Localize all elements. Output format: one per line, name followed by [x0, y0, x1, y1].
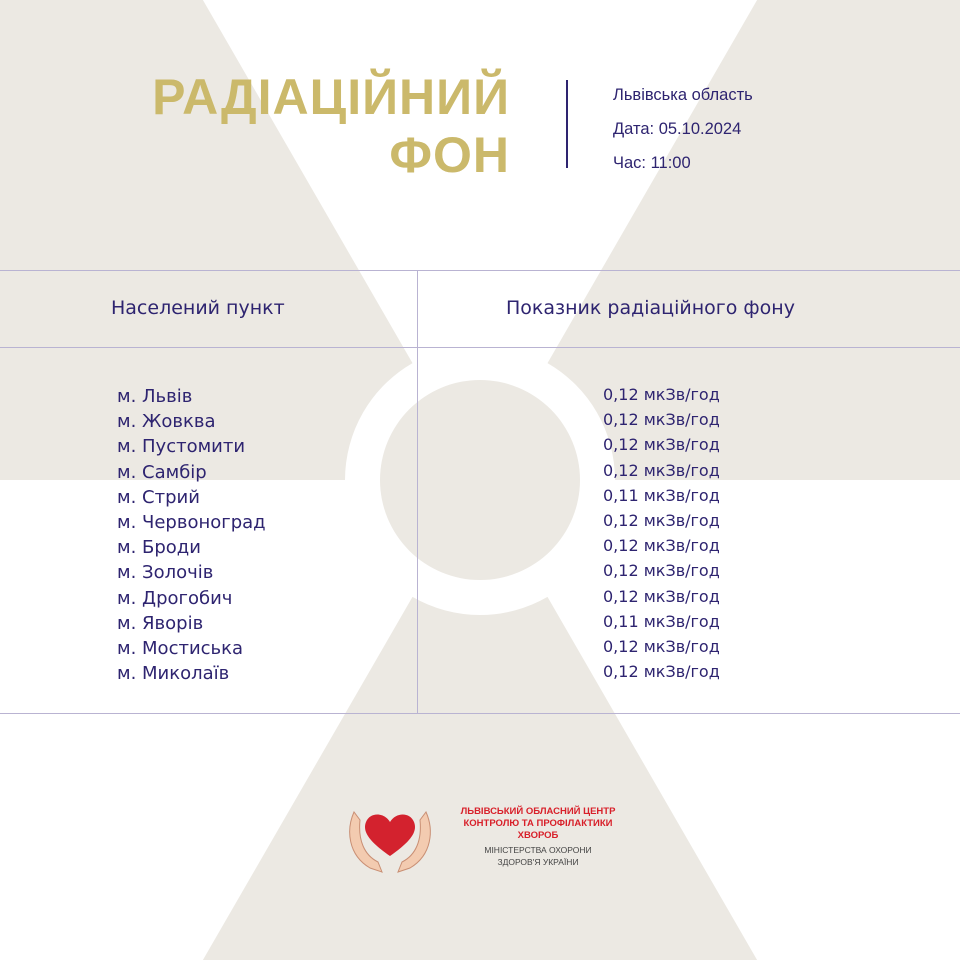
place-cell: м. Миколаїв	[117, 663, 230, 685]
logo-line-1: ЛЬВІВСЬКИЙ ОБЛАСНИЙ ЦЕНТР	[460, 806, 616, 817]
value-cell: 0,11 мкЗв/год	[603, 485, 720, 505]
header-place: Населений пункт	[111, 297, 285, 319]
place-cell: м. Мостиська	[117, 638, 244, 660]
place-cell: м. Жовква	[117, 411, 216, 433]
logo-line-2: КОНТРОЛЮ ТА ПРОФІЛАКТИКИ	[463, 818, 613, 829]
header-divider	[566, 80, 568, 168]
table-top-border	[0, 270, 960, 271]
title-line-2: ФОН	[389, 127, 510, 183]
place-cell: м. Львів	[117, 386, 193, 407]
value-cell: 0,12 мкЗв/год	[603, 385, 720, 404]
logo-line-3: ХВОРОБ	[517, 830, 559, 841]
trefoil-center	[380, 380, 580, 580]
value-cell: 0,12 мкЗв/год	[603, 637, 720, 657]
time: Час: 11:00	[613, 154, 691, 172]
place-cell: м. Броди	[117, 537, 201, 559]
date: Дата: 05.10.2024	[613, 120, 742, 138]
value-cell: 0,12 мкЗв/год	[603, 662, 720, 682]
value-cell: 0,12 мкЗв/год	[603, 536, 720, 556]
column-divider	[417, 270, 418, 714]
header-meta: Львівська область Дата: 05.10.2024 Час: …	[613, 78, 753, 180]
trefoil-blade	[547, 0, 960, 480]
place-cell: м. Стрий	[117, 486, 200, 508]
value-column: 0,12 мкЗв/год 0,12 мкЗв/год 0,12 мкЗв/год 0…	[603, 382, 720, 684]
place-cell: м. Пустомити	[117, 436, 246, 458]
value-cell: 0,12 мкЗв/год	[603, 561, 720, 581]
heart-in-hands-icon	[349, 811, 431, 873]
place-column: м. Львів м. Жовква м. Пустомити м. Самбір м.…	[117, 384, 266, 686]
value-cell: 0,12 мкЗв/год	[603, 410, 720, 430]
place-cell: м. Червоноград	[117, 512, 266, 534]
logo-line-4: МІНІСТЕРСТВА ОХОРОНИ	[484, 845, 592, 855]
trefoil-blade	[0, 0, 413, 480]
place-cell: м. Яворів	[117, 612, 204, 634]
trefoil-blade	[202, 596, 758, 960]
place-cell: м. Самбір	[117, 461, 207, 483]
value-cell: 0,11 мкЗв/год	[603, 611, 720, 631]
value-cell: 0,12 мкЗв/год	[603, 435, 720, 455]
region: Львівська область	[613, 86, 753, 104]
place-cell: м. Дрогобич	[117, 587, 233, 609]
value-cell: 0,12 мкЗв/год	[603, 511, 720, 531]
header-value: Показник радіаційного фону	[506, 297, 795, 319]
value-cell: 0,12 мкЗв/год	[603, 460, 720, 480]
place-cell: м. Золочів	[117, 562, 214, 584]
title-line-1: РАДІАЦІЙНИЙ	[152, 69, 510, 125]
table-bottom-border	[0, 713, 960, 714]
logo-line-5: ЗДОРОВ'Я УКРАЇНИ	[497, 857, 579, 867]
table-header-border	[0, 347, 960, 348]
value-cell: 0,12 мкЗв/год	[603, 586, 720, 606]
logo: ЛЬВІВСЬКИЙ ОБЛАСНИЙ ЦЕНТР КОНТРОЛЮ ТА ПР…	[340, 800, 630, 880]
page-title: РАДІАЦІЙНИЙ ФОН	[152, 68, 510, 184]
